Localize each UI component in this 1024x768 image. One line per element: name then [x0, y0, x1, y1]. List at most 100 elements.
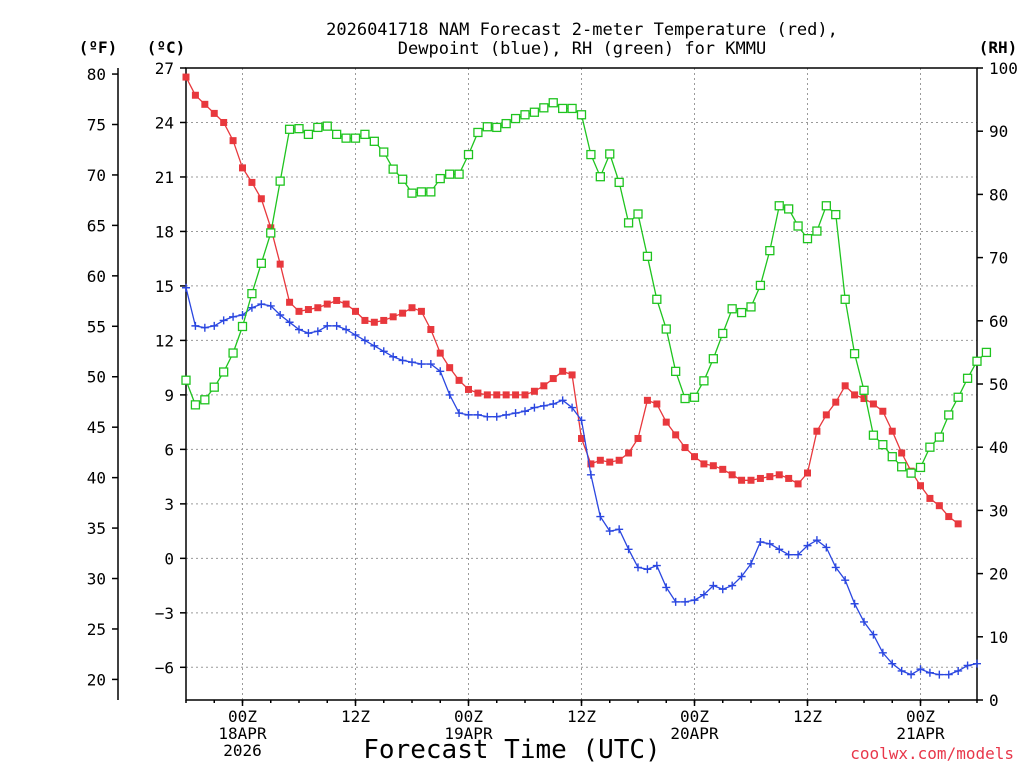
dewpoint-point	[342, 325, 351, 334]
temperature-point	[333, 296, 341, 304]
dewpoint-point	[464, 410, 473, 419]
temperature-point	[804, 469, 811, 477]
time-tick-label: 00Z	[906, 707, 935, 726]
dewpoint-point	[944, 670, 953, 679]
temperature-point	[813, 427, 821, 435]
dewpoint-point	[822, 543, 831, 552]
fahrenheit-tick-label: 45	[87, 418, 106, 437]
fahrenheit-tick-label: 40	[87, 469, 106, 488]
rh-point	[501, 118, 511, 129]
rh-point	[897, 462, 907, 472]
temperature-point	[304, 306, 312, 314]
temperature-point	[559, 367, 567, 375]
dewpoint-point	[775, 545, 784, 554]
dewpoint-point	[784, 550, 793, 559]
dewpoint-point	[426, 360, 435, 369]
dewpoint-point	[408, 358, 416, 367]
temperature-point	[267, 224, 275, 232]
dewpoint-point	[445, 390, 454, 399]
rh-point	[510, 113, 521, 124]
dewpoint-point	[869, 630, 878, 639]
dewpoint-point	[699, 590, 708, 599]
dewpoint-point	[794, 550, 803, 559]
dewpoint-point	[973, 659, 981, 668]
rh-point	[190, 400, 201, 410]
rh-point	[953, 392, 963, 402]
temperature-point	[455, 376, 463, 384]
rh-point	[821, 201, 831, 211]
temperature-point	[380, 316, 388, 324]
rh-point	[962, 373, 973, 383]
rh-point	[181, 375, 191, 385]
temperature-point	[408, 304, 416, 312]
temperature-point	[210, 109, 218, 117]
dewpoint-point	[586, 470, 595, 479]
temperature-point	[841, 382, 849, 390]
temperature-point	[756, 474, 764, 482]
temperature-point	[653, 400, 661, 408]
dewpoint-point	[841, 576, 850, 585]
rh-point	[633, 209, 643, 219]
dewpoint-point	[182, 283, 190, 292]
dewpoint-point	[492, 412, 501, 421]
rh-point	[765, 245, 775, 256]
rh-line	[185, 102, 987, 474]
time-tick-label: 12Z	[793, 707, 822, 726]
temperature-point	[700, 460, 708, 468]
dewpoint-point	[671, 597, 680, 606]
rh-point	[708, 354, 718, 364]
rh-point	[294, 124, 304, 134]
rh-point	[689, 392, 700, 402]
rh-point	[473, 127, 483, 138]
celsius-tick-label: 18	[155, 222, 174, 241]
temperature-point	[389, 313, 397, 321]
temperature-point	[257, 195, 265, 203]
temperature-point	[352, 307, 359, 315]
rh-tick-label: 30	[989, 501, 1008, 520]
rh-point	[416, 187, 427, 197]
temperature-point	[738, 476, 746, 484]
temperature-point	[361, 316, 369, 324]
temperature-point	[427, 326, 435, 334]
rh-point	[944, 410, 954, 420]
temperature-point	[832, 398, 840, 406]
rh-point	[463, 149, 474, 160]
celsius-tick-label: 3	[164, 495, 174, 514]
dewpoint-point	[200, 323, 209, 332]
temperature-point	[822, 411, 830, 419]
temperature-point	[201, 100, 209, 108]
rh-tick-label: 20	[989, 565, 1008, 584]
temperature-point	[851, 391, 859, 399]
dewpoint-point	[417, 360, 426, 369]
dewpoint-point	[247, 303, 256, 312]
dewpoint-point	[765, 539, 774, 548]
rh-point	[812, 226, 822, 236]
dewpoint-point	[276, 310, 285, 319]
rh-point	[934, 432, 944, 442]
rh-point	[671, 366, 681, 377]
temperature-point	[954, 520, 962, 528]
time-tick-label: 19APR	[444, 724, 493, 743]
celsius-tick-label: −3	[155, 604, 174, 623]
dewpoint-point	[521, 407, 529, 416]
rh-point	[200, 395, 210, 405]
rh-point	[397, 174, 408, 184]
rh-point	[802, 233, 813, 244]
rh-point	[482, 122, 492, 132]
rh-point	[652, 294, 662, 304]
fahrenheit-tick-label: 30	[87, 570, 106, 589]
dewpoint-point	[954, 666, 963, 675]
rh-point	[219, 367, 229, 377]
celsius-tick-label: 6	[164, 440, 174, 459]
celsius-tick-label: 21	[155, 168, 174, 187]
time-tick-label: 18APR	[218, 724, 267, 743]
rh-point	[313, 122, 323, 133]
temperature-point	[662, 418, 670, 426]
dewpoint-point	[624, 545, 633, 554]
temperature-point	[879, 407, 887, 415]
dewpoint-point	[925, 668, 934, 677]
rh-point	[718, 328, 728, 339]
fahrenheit-tick-label: 60	[87, 267, 106, 286]
text-layer: 2026041718 NAM Forecast 2-meter Temperat…	[79, 20, 1018, 765]
rh-point	[322, 121, 332, 131]
